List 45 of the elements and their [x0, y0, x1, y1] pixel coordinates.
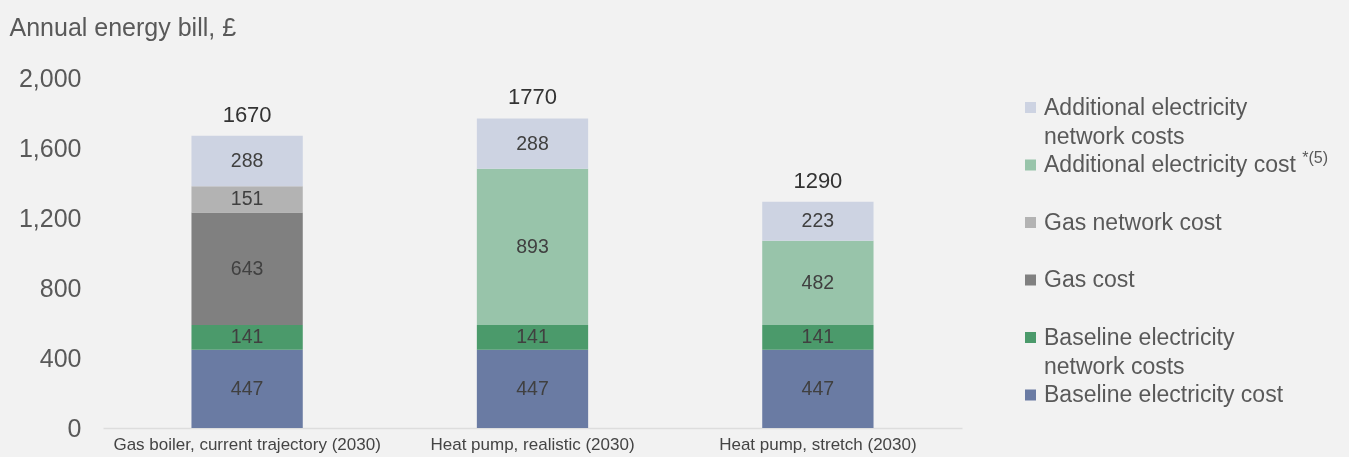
- legend-label: Additional electricity cost $^{*(5)}$: [1044, 148, 1329, 177]
- x-tick-label: Heat pump, realistic (2030): [430, 434, 635, 454]
- bar: [476, 349, 589, 428]
- legend-label: Additional electricity network costs: [1044, 93, 1248, 149]
- data-label: 141: [801, 325, 835, 348]
- y-axis-title: Annual energy bill, £: [9, 12, 237, 41]
- data-label: 447: [230, 376, 264, 399]
- data-label: 141: [516, 325, 549, 348]
- bar: [191, 135, 303, 187]
- total-label: 1290: [793, 167, 843, 193]
- legend-label: Gas cost: [1044, 266, 1136, 292]
- data-label: 482: [801, 270, 835, 293]
- total-label: 1670: [222, 101, 272, 127]
- data-label: 288: [230, 148, 264, 171]
- data-label: 643: [230, 256, 264, 279]
- legend-label: Baseline electricity network costs: [1044, 323, 1235, 379]
- x-tick-label: Heat pump, stretch (2030): [719, 434, 917, 454]
- y-tick-label: 1,600: [18, 133, 82, 162]
- data-label: 288: [516, 131, 549, 154]
- bar: [191, 325, 303, 350]
- legend-label: Gas network cost: [1044, 208, 1223, 235]
- y-tick-label: 1,200: [18, 203, 82, 232]
- data-label: 447: [516, 376, 549, 399]
- bar: [476, 118, 589, 169]
- data-label: 141: [230, 325, 264, 348]
- bar: [762, 201, 874, 241]
- data-label: 893: [516, 234, 549, 257]
- bar: [191, 212, 303, 326]
- bar: [191, 186, 303, 213]
- legend-label: Baseline electricity cost: [1044, 381, 1284, 407]
- bar: [762, 325, 874, 350]
- bar: [762, 240, 874, 326]
- bar: [476, 325, 589, 350]
- bar: [762, 349, 874, 428]
- y-tick-label: 800: [39, 273, 82, 302]
- x-tick-label: Gas boiler, current trajectory (2030): [113, 434, 381, 454]
- y-tick-label: 400: [39, 343, 82, 372]
- y-tick-label: 0: [67, 413, 82, 442]
- bar: [476, 168, 589, 326]
- data-label: 151: [230, 187, 264, 210]
- data-label: 447: [801, 376, 835, 399]
- y-tick-label: 2,000: [18, 63, 82, 92]
- total-label: 1770: [508, 84, 557, 110]
- bar: [191, 349, 303, 428]
- data-label: 223: [801, 209, 835, 232]
